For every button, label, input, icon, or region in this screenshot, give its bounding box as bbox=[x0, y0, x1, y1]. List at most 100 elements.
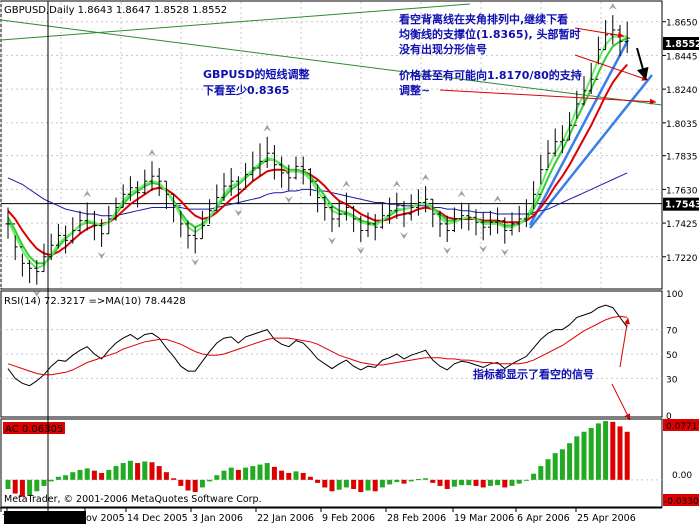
ac-bar bbox=[250, 466, 256, 480]
ac-bar bbox=[34, 479, 40, 492]
time-tick-label: 9 Feb 2006 bbox=[322, 513, 375, 524]
ac-bar bbox=[41, 479, 47, 486]
ac-bar bbox=[336, 479, 342, 490]
price-tick-label: 1.7835 bbox=[666, 153, 698, 163]
ac-mid-label: 0.00 bbox=[672, 471, 692, 481]
ac-bar bbox=[106, 469, 112, 480]
ac-bar bbox=[264, 463, 270, 480]
price-tick-label: 1.7220 bbox=[666, 254, 698, 264]
arrow-to-target bbox=[439, 89, 657, 105]
ac-bar bbox=[610, 421, 616, 480]
ac-bar bbox=[120, 463, 126, 480]
ac-bar bbox=[127, 460, 133, 480]
arrow-to-top bbox=[574, 27, 625, 38]
ac-bar bbox=[27, 479, 33, 496]
crosshair-date-box bbox=[4, 511, 86, 524]
ac-bar bbox=[63, 475, 69, 480]
fractal-up bbox=[83, 190, 92, 198]
fractal-up bbox=[148, 149, 156, 157]
time-tick-label: 6 Apr 2006 bbox=[517, 513, 570, 524]
ac-bar bbox=[523, 479, 529, 481]
ac-bar bbox=[588, 427, 594, 480]
ac-bar bbox=[156, 466, 162, 480]
resistance-line-lower bbox=[0, 19, 663, 106]
ac-bar bbox=[538, 466, 544, 480]
time-tick-label: 19 Mar 2006 bbox=[454, 513, 514, 524]
ac-bar bbox=[48, 479, 54, 482]
fractal-down bbox=[97, 251, 106, 259]
ac-bar bbox=[545, 459, 551, 480]
ac-bar bbox=[559, 449, 565, 480]
ac-bar bbox=[574, 436, 580, 480]
ac-bar bbox=[77, 469, 83, 480]
fractal-markers bbox=[32, 3, 617, 297]
ac-bar bbox=[351, 479, 357, 489]
ac-bar bbox=[271, 466, 277, 480]
ac-bar bbox=[394, 479, 400, 483]
ac-bar bbox=[91, 470, 97, 480]
ac-bar bbox=[372, 479, 378, 492]
fractal-up bbox=[342, 180, 351, 188]
ac-bar bbox=[307, 476, 313, 480]
ac-bar bbox=[437, 479, 443, 486]
chart-title: GBPUSD,Daily 1.8643 1.8647 1.8528 1.8552 bbox=[4, 5, 227, 16]
ac-bar bbox=[19, 479, 25, 497]
ac-bar bbox=[480, 479, 486, 488]
ac-bar bbox=[401, 479, 407, 484]
ac-bar bbox=[322, 479, 328, 488]
ac-bar bbox=[343, 479, 349, 488]
ac-bar bbox=[99, 472, 105, 480]
rsi-tick-label: 50 bbox=[666, 351, 678, 361]
ac-title: AC 0.06305 bbox=[5, 424, 63, 435]
ac-bar bbox=[487, 479, 493, 486]
rsi-line-MA bbox=[7, 315, 628, 376]
ac-bar bbox=[495, 479, 501, 486]
annotation-line-4: 价格甚至有可能向1.8170/80的支持 bbox=[399, 68, 582, 82]
crosshair-price-box bbox=[663, 197, 699, 211]
ac-bar bbox=[300, 472, 306, 480]
ac-bar bbox=[552, 453, 558, 480]
ac-bar bbox=[228, 467, 234, 480]
fractal-down bbox=[191, 258, 200, 266]
ac-bar bbox=[315, 479, 321, 483]
ac-bar bbox=[257, 464, 263, 480]
ac-bar bbox=[365, 479, 371, 491]
resistance-line-upper bbox=[0, 3, 471, 41]
ac-bar bbox=[379, 479, 385, 488]
annotation-line-5: 调整~ bbox=[399, 83, 430, 97]
ac-panel-frame bbox=[0, 418, 663, 508]
ac-bar bbox=[113, 466, 119, 480]
fractal-down bbox=[400, 232, 408, 240]
fractal-down bbox=[500, 248, 509, 256]
ac-bar bbox=[430, 479, 436, 483]
ac-bar bbox=[84, 468, 90, 480]
ac-bar bbox=[279, 470, 285, 480]
ac-bar bbox=[415, 479, 421, 481]
price-tick-label: 1.8035 bbox=[666, 120, 698, 130]
price-axis: 1.8650 1.8445 1.8240 1.8035 1.7835 1.7630 1.74… bbox=[662, 19, 698, 264]
ac-bar bbox=[293, 471, 299, 480]
fractal-down bbox=[479, 245, 488, 253]
ac-bar bbox=[502, 479, 508, 488]
time-tick-label: 25 Apr 2006 bbox=[577, 513, 636, 524]
price-bars bbox=[5, 15, 630, 285]
ac-bar bbox=[214, 475, 220, 480]
annotation-left-2: 下看至少0.8365 bbox=[203, 83, 289, 97]
ac-bar bbox=[624, 431, 630, 480]
ac-bar bbox=[423, 478, 429, 480]
ac-bar bbox=[516, 479, 522, 484]
fractal-up bbox=[392, 180, 401, 188]
rsi-line-RSI bbox=[7, 304, 628, 387]
rsi-tick-label: 30 bbox=[666, 375, 678, 385]
ac-bar bbox=[142, 461, 148, 480]
ac-top-label: 0.0771 bbox=[666, 422, 698, 432]
ac-bar bbox=[329, 479, 335, 492]
ac-bar bbox=[581, 431, 587, 480]
time-tick-label: 22 Jan 2006 bbox=[257, 513, 314, 524]
price-overlay bbox=[439, 27, 657, 105]
ac-bar bbox=[459, 479, 465, 486]
annotation-left-1: GBPUSD的短线调整 bbox=[203, 67, 309, 81]
ac-bar bbox=[221, 470, 227, 480]
